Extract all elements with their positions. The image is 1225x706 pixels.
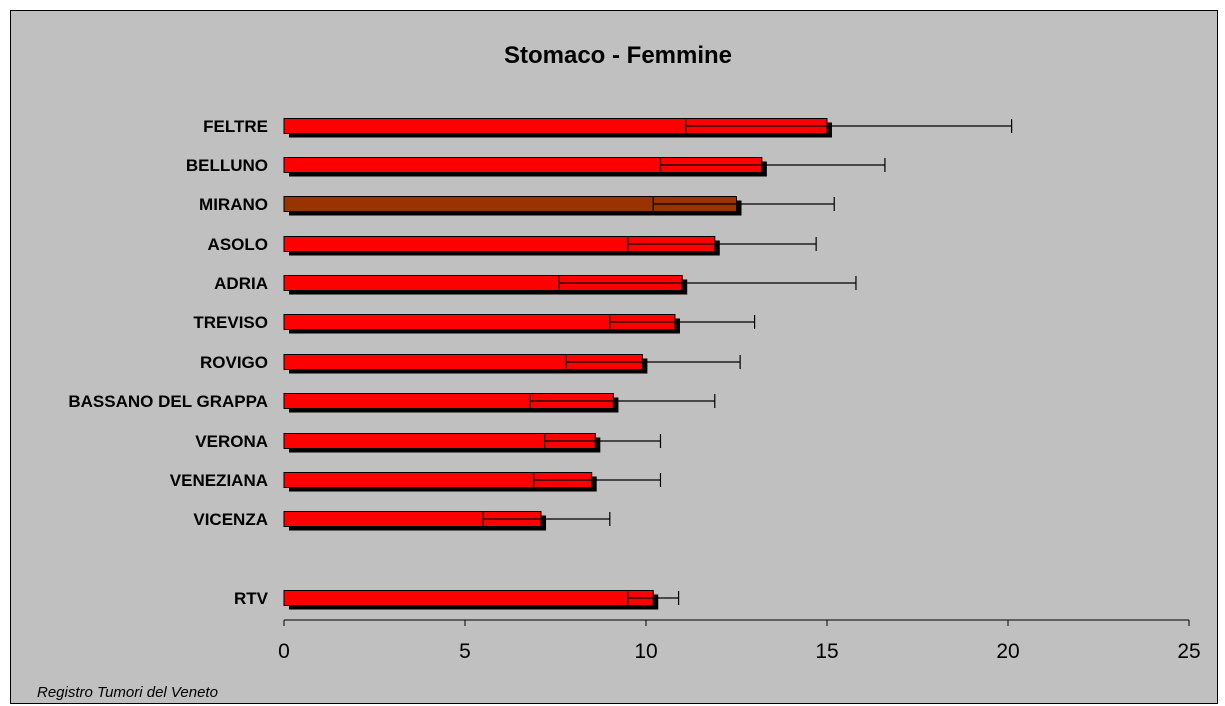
- x-axis: 0 5 10 15 20 25: [278, 619, 1201, 663]
- category-label-rtv: RTV: [234, 589, 269, 608]
- error-bar-adria: [558, 276, 857, 290]
- category-label-rovigo: ROVIGO: [200, 353, 268, 372]
- error-bar-verona: [544, 434, 662, 448]
- category-label-adria: ADRIA: [214, 274, 268, 293]
- category-label-bassano-del-grappa: BASSANO DEL GRAPPA: [68, 392, 268, 411]
- category-labels: FELTRE BELLUNO MIRANO ASOLO ADRIA TREVISO ROVI…: [68, 117, 268, 608]
- x-tick-label: 10: [634, 640, 657, 663]
- x-tick-label: 15: [815, 640, 838, 663]
- category-label-vicenza: VICENZA: [193, 510, 268, 529]
- error-bar-treviso: [609, 315, 756, 329]
- category-label-feltre: FELTRE: [203, 117, 268, 136]
- x-tick-label: 5: [459, 640, 471, 663]
- chart-title: Stomaco - Femmine: [504, 42, 732, 69]
- error-bar-asolo: [627, 237, 817, 251]
- error-bar-rtv: [627, 591, 680, 605]
- bars-layer: [283, 118, 1013, 610]
- source-note: Registro Tumori del Veneto: [37, 684, 218, 701]
- x-tick-label: 25: [1177, 640, 1200, 663]
- x-tick-label: 20: [996, 640, 1019, 663]
- category-label-mirano: MIRANO: [199, 195, 268, 214]
- error-bar-vicenza: [482, 512, 611, 526]
- x-tick-label: 0: [278, 640, 290, 663]
- category-label-verona: VERONA: [195, 432, 268, 451]
- error-bar-feltre: [685, 119, 1013, 133]
- chart-area: Stomaco - Femmine FELTRE BELLUNO MIRANO ASO…: [10, 10, 1218, 704]
- bar-rtv: [283, 590, 654, 606]
- category-label-veneziana: VENEZIANA: [170, 471, 268, 490]
- error-bar-rovigo: [565, 355, 741, 369]
- category-label-treviso: TREVISO: [193, 313, 268, 332]
- error-bar-bassano-del-grappa: [529, 394, 716, 408]
- error-bar-veneziana: [533, 473, 662, 487]
- bar-chart: Stomaco - Femmine FELTRE BELLUNO MIRANO ASO…: [37, 42, 1201, 701]
- error-bar-mirano: [652, 197, 835, 211]
- category-label-belluno: BELLUNO: [186, 156, 268, 175]
- error-bar-belluno: [659, 158, 886, 172]
- category-label-asolo: ASOLO: [208, 235, 268, 254]
